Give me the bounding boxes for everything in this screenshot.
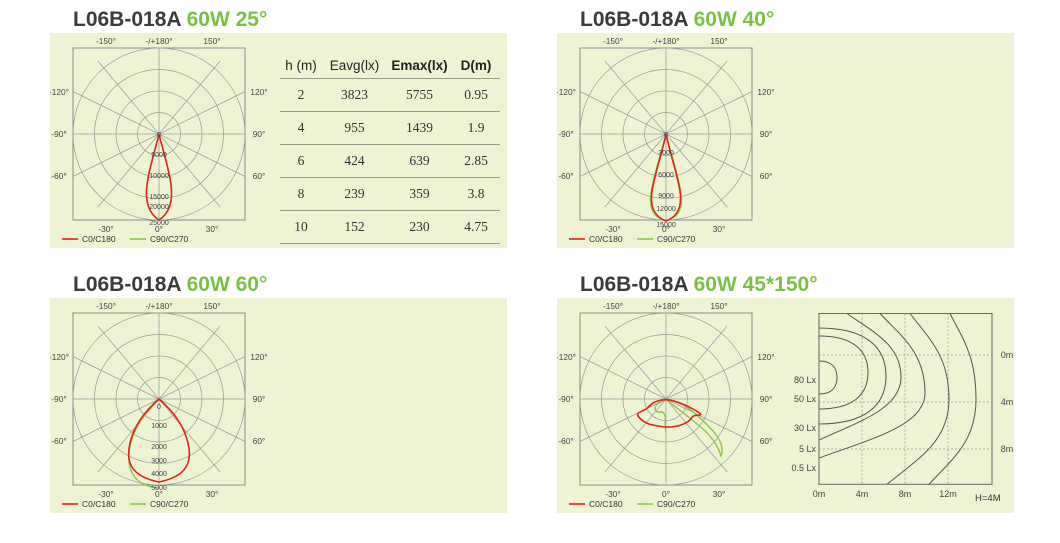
svg-text:-150°: -150°	[603, 36, 623, 46]
svg-text:8m: 8m	[899, 489, 912, 499]
svg-text:-150°: -150°	[96, 301, 116, 311]
svg-text:0: 0	[157, 404, 161, 411]
svg-text:30°: 30°	[206, 224, 219, 234]
svg-text:9000: 9000	[658, 193, 674, 200]
svg-text:H=4M: H=4M	[975, 493, 1001, 504]
svg-text:12m: 12m	[939, 489, 957, 499]
svg-text:50 Lx: 50 Lx	[794, 394, 817, 404]
svg-text:90°: 90°	[253, 394, 266, 404]
svg-text:90°: 90°	[253, 129, 266, 139]
svg-text:-120°: -120°	[50, 87, 69, 97]
svg-text:-90°: -90°	[558, 129, 573, 139]
svg-text:0: 0	[157, 132, 161, 139]
svg-text:4000: 4000	[151, 471, 167, 478]
svg-text:15000: 15000	[149, 194, 169, 201]
svg-text:30°: 30°	[713, 224, 726, 234]
svg-text:150°: 150°	[203, 36, 220, 46]
svg-text:60°: 60°	[253, 171, 266, 181]
svg-text:-60°: -60°	[51, 436, 66, 446]
svg-text:2000: 2000	[151, 444, 167, 451]
svg-text:C90/C270: C90/C270	[150, 234, 189, 244]
svg-text:150°: 150°	[710, 36, 727, 46]
svg-text:C0/C180: C0/C180	[82, 234, 116, 244]
svg-text:-150°: -150°	[96, 36, 116, 46]
svg-text:0°: 0°	[155, 224, 163, 234]
svg-text:0°: 0°	[155, 489, 163, 499]
svg-text:0m: 0m	[1001, 350, 1014, 360]
svg-text:60°: 60°	[253, 436, 266, 446]
svg-text:5000: 5000	[151, 152, 167, 159]
svg-text:3000: 3000	[151, 458, 167, 465]
svg-text:3000: 3000	[658, 150, 674, 157]
svg-text:C0/C180: C0/C180	[82, 499, 116, 509]
svg-text:20000: 20000	[149, 204, 169, 211]
svg-text:80 Lx: 80 Lx	[794, 375, 817, 385]
svg-text:12000: 12000	[656, 206, 676, 213]
svg-text:-90°: -90°	[51, 129, 66, 139]
svg-text:-60°: -60°	[51, 171, 66, 181]
svg-text:-/+180°: -/+180°	[145, 36, 172, 46]
svg-text:1000: 1000	[151, 423, 167, 430]
svg-text:120°: 120°	[757, 87, 774, 97]
svg-text:-120°: -120°	[50, 352, 69, 362]
svg-text:0: 0	[664, 132, 668, 139]
svg-text:5 Lx: 5 Lx	[799, 444, 817, 454]
svg-text:4m: 4m	[1001, 397, 1014, 407]
svg-text:150°: 150°	[203, 301, 220, 311]
svg-text:-30°: -30°	[98, 489, 113, 499]
svg-text:-/+180°: -/+180°	[652, 36, 679, 46]
svg-text:-120°: -120°	[557, 87, 576, 97]
svg-text:C90/C270: C90/C270	[657, 234, 696, 244]
svg-text:C0/C180: C0/C180	[589, 234, 623, 244]
svg-text:6000: 6000	[658, 172, 674, 179]
svg-text:4m: 4m	[856, 489, 869, 499]
svg-text:120°: 120°	[250, 352, 267, 362]
svg-text:30 Lx: 30 Lx	[794, 423, 817, 433]
svg-text:-90°: -90°	[51, 394, 66, 404]
svg-text:-30°: -30°	[98, 224, 113, 234]
svg-text:120°: 120°	[250, 87, 267, 97]
svg-text:10000: 10000	[149, 173, 169, 180]
svg-text:0.5 Lx: 0.5 Lx	[791, 463, 816, 473]
svg-text:30°: 30°	[206, 489, 219, 499]
svg-text:90°: 90°	[760, 129, 773, 139]
svg-text:8m: 8m	[1001, 444, 1014, 454]
svg-text:-60°: -60°	[558, 171, 573, 181]
svg-text:60°: 60°	[760, 171, 773, 181]
svg-text:0m: 0m	[813, 489, 826, 499]
svg-text:-30°: -30°	[605, 224, 620, 234]
svg-text:C90/C270: C90/C270	[150, 499, 189, 509]
svg-text:0°: 0°	[662, 224, 670, 234]
svg-text:-/+180°: -/+180°	[145, 301, 172, 311]
